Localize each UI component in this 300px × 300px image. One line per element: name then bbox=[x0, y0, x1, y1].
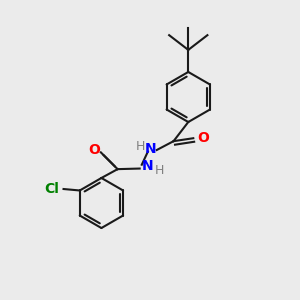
Text: N: N bbox=[142, 159, 153, 173]
Text: O: O bbox=[88, 143, 100, 157]
Text: H: H bbox=[136, 140, 145, 153]
Text: N: N bbox=[144, 142, 156, 156]
Text: Cl: Cl bbox=[44, 182, 59, 196]
Text: O: O bbox=[198, 131, 210, 145]
Text: H: H bbox=[154, 164, 164, 177]
